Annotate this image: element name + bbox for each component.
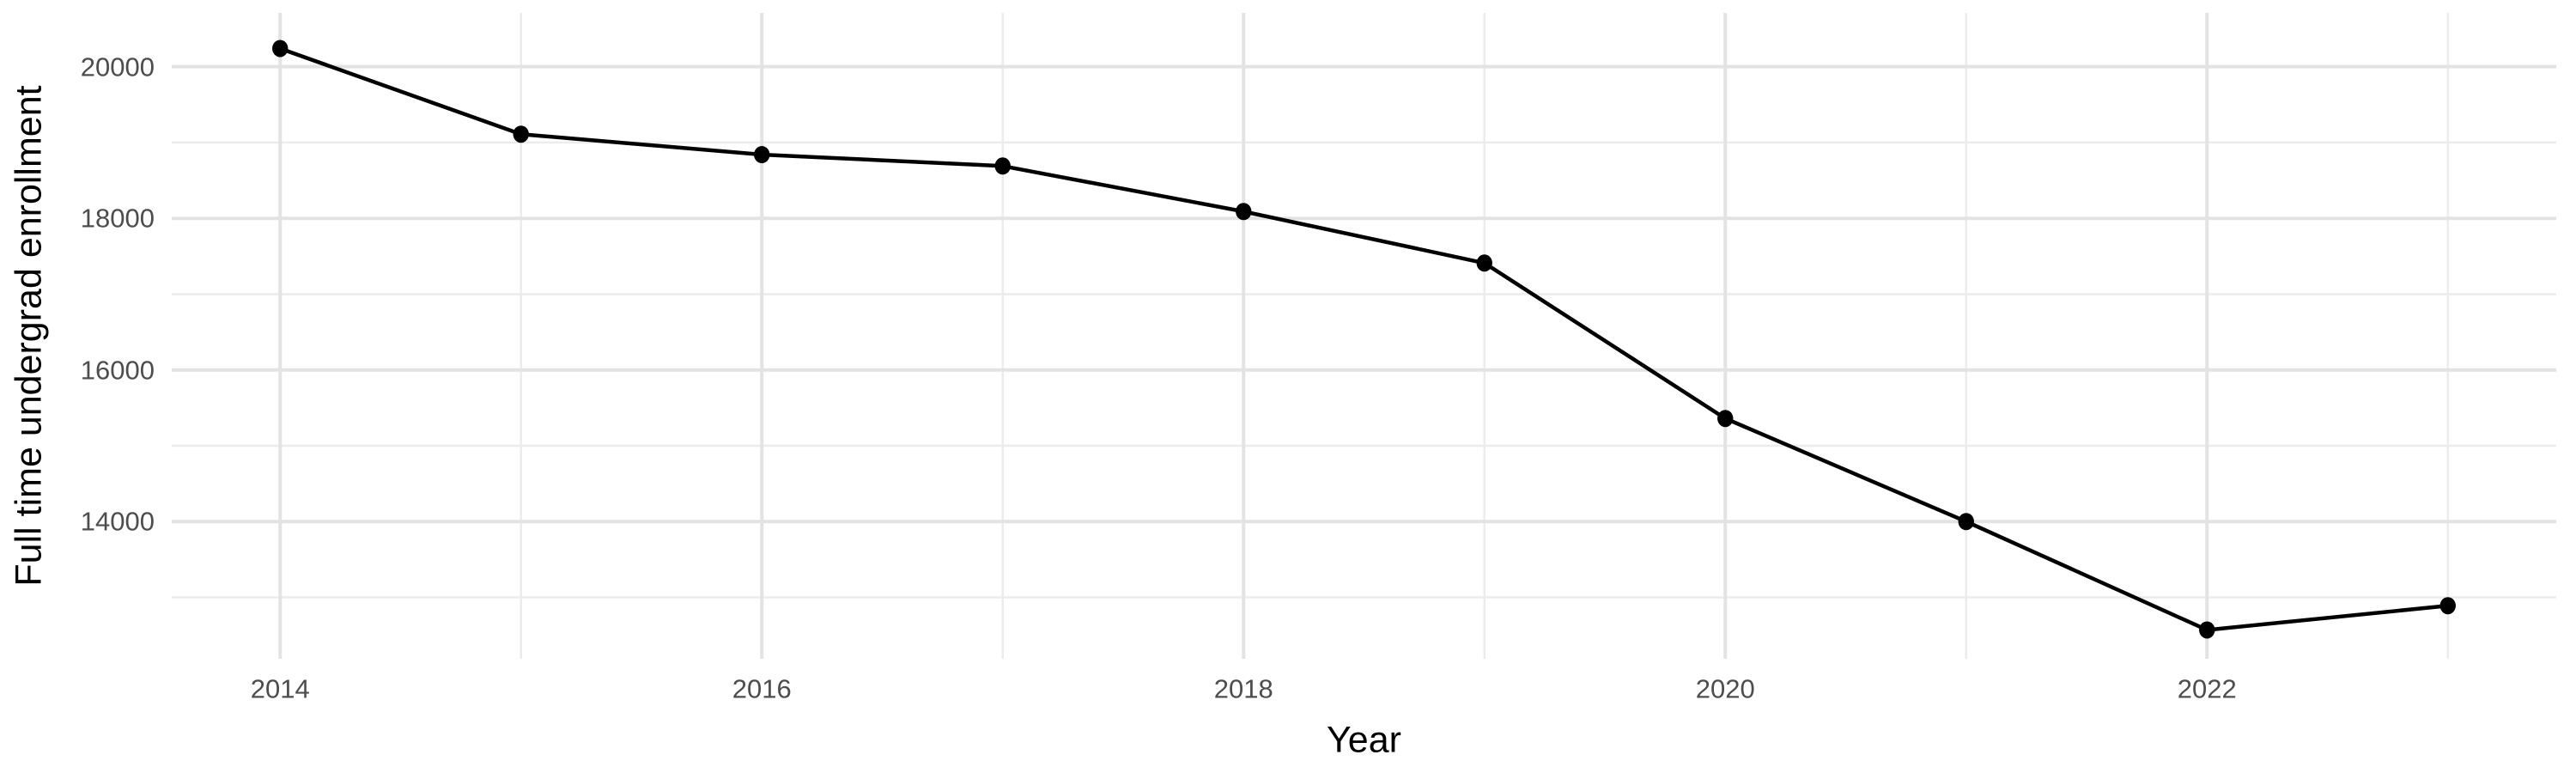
x-tick-label: 2014 <box>250 673 310 704</box>
x-tick-label: 2016 <box>732 673 792 704</box>
x-tick-label: 2020 <box>1695 673 1755 704</box>
x-tick-label: 2018 <box>1213 673 1273 704</box>
data-point-2020 <box>1717 410 1734 428</box>
data-point-2019 <box>1476 254 1492 272</box>
y-axis-title: Full time undergrad enrollment <box>8 85 50 587</box>
data-point-2021 <box>1958 513 1974 531</box>
enrollment-series-line <box>279 46 2448 632</box>
data-point-2023 <box>2439 597 2456 615</box>
data-point-2017 <box>994 157 1011 175</box>
x-tick-label: 2022 <box>2177 673 2237 704</box>
y-tick-label: 16000 <box>80 355 155 386</box>
data-point-2015 <box>513 125 529 143</box>
data-point-2022 <box>2199 621 2215 639</box>
y-tick-label: 14000 <box>80 506 155 537</box>
data-point-2014 <box>272 40 289 58</box>
x-axis-title: Year <box>1327 719 1401 761</box>
data-point-2016 <box>754 146 770 164</box>
y-tick-label: 18000 <box>80 203 155 234</box>
y-tick-label: 20000 <box>80 52 155 82</box>
data-point-2018 <box>1236 203 1252 221</box>
